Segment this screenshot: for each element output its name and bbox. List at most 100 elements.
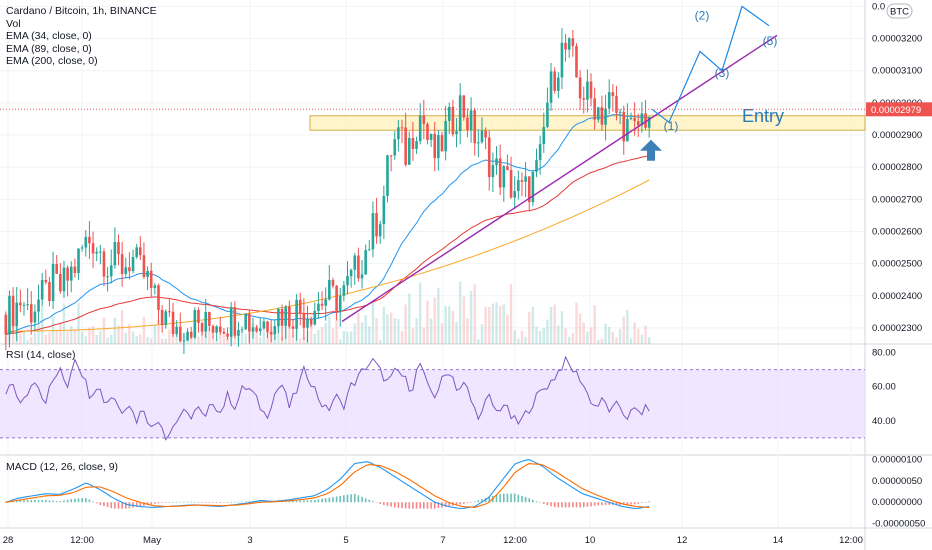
trend-line[interactable] xyxy=(341,34,778,323)
volume-bar xyxy=(168,329,171,344)
macd-histogram-bar xyxy=(34,500,36,503)
volume-bar xyxy=(379,339,382,344)
volume-bar xyxy=(604,323,607,344)
candle-body xyxy=(458,95,462,132)
macd-histogram-bar xyxy=(45,500,47,503)
macd-histogram-bar xyxy=(568,502,571,508)
candle-body xyxy=(455,131,458,135)
candle-body xyxy=(73,266,77,274)
candle-body xyxy=(186,331,189,341)
macd-histogram-bar xyxy=(77,498,80,503)
volume-bar xyxy=(458,281,462,344)
volume-bar xyxy=(259,337,262,344)
candle-body xyxy=(302,312,306,328)
legend-vol[interactable]: Vol xyxy=(6,17,21,30)
candle-body xyxy=(338,295,342,313)
symbol-title[interactable]: Cardano / Bitcoin, 1h, BINANCE xyxy=(6,5,157,17)
candle-body xyxy=(273,326,277,335)
candle-body xyxy=(589,81,593,99)
candle-body xyxy=(139,247,142,256)
macd-histogram-bar xyxy=(313,499,316,503)
volume-bar xyxy=(455,321,458,344)
volume-bar xyxy=(466,318,469,344)
x-tick-label: 12 xyxy=(677,535,688,546)
macd-histogram-bar xyxy=(66,499,69,503)
volume-bar xyxy=(560,311,564,344)
candle-body xyxy=(317,303,320,311)
macd-histogram-bar xyxy=(350,494,352,503)
candle-body xyxy=(400,127,404,129)
candle-body xyxy=(415,141,418,149)
candle-body xyxy=(295,299,298,329)
macd-histogram-bar xyxy=(161,502,163,503)
candle-body xyxy=(233,307,237,336)
candle-body xyxy=(182,340,186,342)
volume-bar xyxy=(440,323,444,344)
volume-bar xyxy=(128,324,131,344)
volume-bar xyxy=(473,284,476,344)
volume-bar xyxy=(404,304,407,344)
candle-body xyxy=(557,77,560,91)
volume-bar xyxy=(571,333,575,344)
candle-body xyxy=(404,127,407,165)
macd-histogram-bar xyxy=(499,494,501,503)
macd-histogram-bar xyxy=(353,493,356,503)
macd-histogram-bar xyxy=(74,498,76,503)
legend-ema200[interactable]: EMA (200, close, 0) xyxy=(6,55,98,67)
macd-histogram-bar xyxy=(361,496,363,503)
candle-body xyxy=(244,313,248,330)
candle-body xyxy=(538,144,542,161)
volume-bar xyxy=(502,304,505,344)
candle-body xyxy=(542,126,546,145)
candle-body xyxy=(131,257,135,272)
macd-histogram-bar xyxy=(372,501,374,503)
macd-histogram-bar xyxy=(644,502,647,503)
macd-histogram-bar xyxy=(135,502,138,508)
candle-body xyxy=(375,213,378,237)
x-tick-label: 7 xyxy=(440,535,445,546)
volume-bar xyxy=(299,338,302,344)
candle-body xyxy=(280,309,284,326)
candle-body xyxy=(640,113,644,126)
candle-body xyxy=(564,42,567,50)
candle-body xyxy=(517,180,520,192)
candle-body xyxy=(284,306,287,326)
projection-path[interactable] xyxy=(651,5,770,124)
rsi-tick-label: 40.00 xyxy=(872,416,896,427)
candle-body xyxy=(611,92,615,97)
candle-body xyxy=(113,242,117,266)
macd-histogram-bar xyxy=(30,500,33,503)
rsi-legend[interactable]: RSI (14, close) xyxy=(6,349,76,361)
candle-body xyxy=(11,295,15,327)
macd-histogram-bar xyxy=(339,495,342,503)
volume-bar xyxy=(40,306,44,344)
legend-ema89[interactable]: EMA (89, close, 0) xyxy=(6,42,92,55)
macd-histogram-bar xyxy=(364,498,367,503)
x-tick-label: 5 xyxy=(343,535,348,546)
legend-ema34[interactable]: EMA (34, close, 0) xyxy=(6,30,92,42)
candle-body xyxy=(604,108,607,125)
macd-histogram-bar xyxy=(241,501,243,503)
candle-body xyxy=(368,249,371,251)
volume-bar xyxy=(397,319,400,344)
candle-body xyxy=(575,46,578,78)
volume-bar xyxy=(531,306,535,344)
candle-body xyxy=(19,302,22,306)
volume-bar xyxy=(189,336,193,344)
volume-bar xyxy=(302,337,306,344)
macd-histogram-bar xyxy=(437,502,440,509)
macd-histogram-bar xyxy=(637,502,640,504)
candle-body xyxy=(277,309,280,327)
macd-tick-label: 0.00000100 xyxy=(872,454,922,465)
macd-histogram-bar xyxy=(408,502,411,509)
volume-bar xyxy=(51,316,55,344)
volume-bar xyxy=(175,333,178,344)
macd-legend[interactable]: MACD (12, 26, close, 9) xyxy=(6,461,119,473)
macd-histogram-bar xyxy=(375,502,378,503)
ema34-line xyxy=(5,113,650,335)
volume-bar xyxy=(382,306,386,344)
volume-bar xyxy=(317,329,320,344)
macd-histogram-bar xyxy=(26,500,29,503)
volume-bar xyxy=(335,319,338,344)
